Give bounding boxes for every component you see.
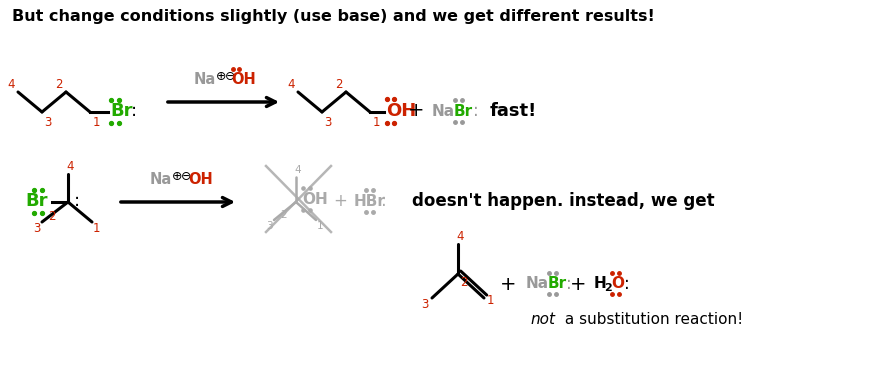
Text: 4: 4 (288, 78, 295, 91)
Text: ⊕: ⊕ (216, 70, 226, 83)
Text: 2: 2 (604, 283, 612, 293)
Text: Na: Na (150, 172, 172, 187)
Text: :: : (381, 192, 387, 210)
Text: OH: OH (188, 172, 212, 187)
Text: OH: OH (302, 192, 328, 207)
Text: 3: 3 (33, 222, 41, 235)
Text: 3: 3 (421, 298, 428, 311)
Text: 1: 1 (93, 116, 100, 129)
Text: 3: 3 (324, 116, 332, 129)
Text: 4: 4 (7, 78, 15, 91)
Text: fast!: fast! (490, 102, 538, 120)
Text: ⊕: ⊕ (172, 169, 183, 182)
Text: 1: 1 (93, 222, 100, 235)
Text: doesn't happen. instead, we get: doesn't happen. instead, we get (412, 192, 715, 210)
Text: +: + (408, 101, 424, 121)
Text: 2: 2 (281, 210, 288, 220)
Text: :: : (473, 102, 479, 120)
Text: +: + (333, 192, 347, 210)
Text: :: : (74, 192, 80, 210)
Text: OH: OH (386, 102, 416, 120)
Text: 2: 2 (55, 78, 63, 91)
Text: Na: Na (526, 276, 549, 291)
Text: +: + (570, 275, 586, 293)
Text: 4: 4 (66, 161, 73, 174)
Text: OH: OH (232, 73, 256, 88)
Text: Na: Na (432, 104, 455, 119)
Text: 3: 3 (45, 116, 52, 129)
Text: not: not (530, 313, 555, 328)
Text: a substitution reaction!: a substitution reaction! (560, 313, 743, 328)
Text: Na: Na (193, 73, 216, 88)
Text: ⊖: ⊖ (181, 169, 191, 182)
Text: Br: Br (454, 104, 473, 119)
Text: H: H (594, 276, 607, 291)
Text: 2: 2 (48, 210, 56, 222)
Text: HBr: HBr (354, 194, 386, 209)
Text: Br: Br (25, 192, 48, 210)
Text: :: : (566, 275, 572, 293)
Text: But change conditions slightly (use base) and we get different results!: But change conditions slightly (use base… (12, 9, 655, 24)
Text: Br: Br (110, 102, 133, 120)
Text: 1: 1 (486, 293, 494, 306)
Text: 1: 1 (372, 116, 379, 129)
Text: ⊖: ⊖ (225, 70, 235, 83)
Text: 2: 2 (336, 78, 343, 91)
Text: O: O (611, 276, 624, 291)
Text: 2: 2 (461, 275, 468, 288)
Text: 3: 3 (266, 221, 273, 231)
Text: +: + (500, 275, 517, 293)
Text: Br: Br (548, 276, 567, 291)
Text: :: : (131, 102, 137, 120)
Text: :: : (624, 275, 630, 293)
Text: 4: 4 (295, 165, 302, 175)
Text: 4: 4 (456, 230, 464, 243)
Text: 1: 1 (316, 221, 323, 231)
